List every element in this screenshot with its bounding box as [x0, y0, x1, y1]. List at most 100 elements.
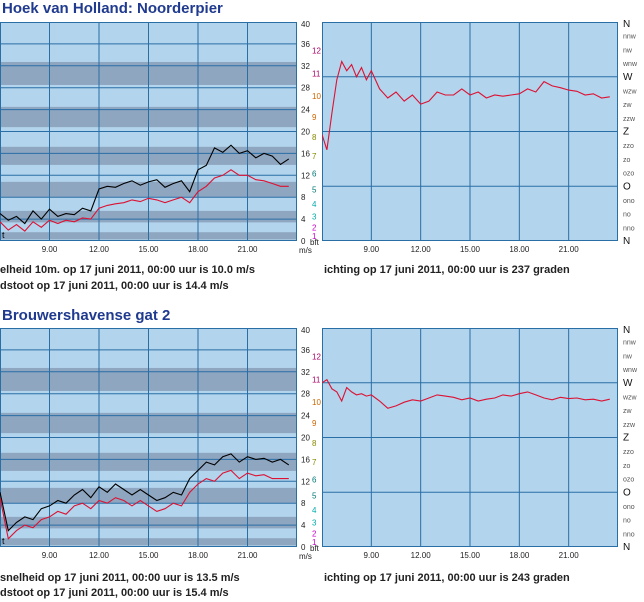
bft-tick-label: 6 [312, 169, 317, 178]
y-tick-label: zo [623, 157, 631, 164]
y-tick-label: 36 [301, 40, 310, 49]
plot-frame [322, 328, 618, 547]
y-tick-label: zw [623, 102, 633, 109]
y-tick-label: zzo [623, 143, 634, 150]
y-tick-label: 20 [301, 128, 310, 137]
station-title: Hoek van Holland: Noorderpier [2, 0, 223, 17]
y-tick-label: nnw [623, 340, 637, 347]
y-tick-label: 32 [301, 62, 310, 71]
x-tick-label: 21.00 [559, 551, 580, 560]
bft-tick-label: 1 [312, 538, 317, 547]
bft-tick-label: 3 [312, 213, 317, 222]
y-tick-label: 4 [301, 215, 306, 224]
bft-tick-label: 12 [312, 46, 321, 55]
bft-tick-label: 11 [312, 69, 321, 78]
bft-tick-label: 8 [312, 439, 317, 448]
unit-label: bft [310, 238, 320, 247]
y-tick-label: zw [623, 408, 633, 415]
gust-caption: dstoot op 17 juni 2011, 00:00 uur is 15.… [0, 587, 229, 599]
plot-frame [0, 22, 297, 241]
y-tick-label: 24 [301, 106, 310, 115]
y-tick-label: zzo [623, 449, 634, 456]
y-tick-label: 12 [301, 477, 310, 486]
direction-series-line [322, 60, 610, 150]
speed-series-line [0, 453, 290, 532]
direction-caption: ichting op 17 juni 2011, 00:00 uur is 23… [324, 264, 570, 276]
bft-tick-label: 5 [312, 186, 317, 195]
y-tick-label: 20 [301, 434, 310, 443]
gust-caption: dstoot op 17 juni 2011, 00:00 uur is 14.… [0, 280, 229, 292]
bft-tick-label: 8 [312, 133, 317, 142]
unit-label: bft [310, 544, 320, 553]
y-tick-label: zzw [623, 116, 636, 123]
y-tick-label: O [623, 181, 631, 192]
bft-tick-label: 11 [312, 375, 321, 384]
bft-tick-label: 10 [312, 398, 321, 407]
y-tick-label: 12 [301, 171, 310, 180]
y-tick-label: nno [623, 225, 635, 232]
y-tick-label: wzw [622, 394, 638, 401]
plot-frame [322, 22, 618, 241]
x-tick-label: 9.00 [42, 551, 58, 560]
y-tick-label: W [623, 378, 633, 389]
y-tick-label: 16 [301, 149, 310, 158]
speed-series-line [0, 144, 290, 225]
y-tick-label: 36 [301, 346, 310, 355]
y-tick-label: O [623, 487, 631, 498]
y-tick-label: 4 [301, 521, 306, 530]
y-tick-label: nnw [623, 34, 637, 41]
bft-tick-label: 7 [312, 152, 317, 161]
y-tick-label: no [623, 518, 631, 525]
bft-tick-label: 2 [312, 223, 317, 232]
bft-tick-label: 9 [312, 113, 317, 122]
x-tick-label: 12.00 [411, 551, 432, 560]
y-tick-label: 0 [301, 543, 306, 552]
station-title: Brouwershavense gat 2 [2, 307, 171, 324]
y-tick-label: 8 [301, 193, 306, 202]
x-tick-label: 18.00 [188, 551, 209, 560]
y-tick-label: 40 [301, 20, 310, 29]
speed-series-line [0, 469, 289, 540]
x-tick-label: 12.00 [89, 551, 110, 560]
y-tick-label: 24 [301, 412, 310, 421]
x-tick-label: 18.00 [509, 551, 530, 560]
speed-chart-1: 9.00 12.00 15.00 18.00 21.000481216202428323… [0, 20, 321, 255]
corner-label: t [2, 230, 5, 240]
y-tick-label: wnw [622, 367, 638, 374]
x-tick-label: 9.00 [42, 245, 58, 254]
y-tick-label: nno [623, 531, 635, 538]
plot-frame [0, 328, 297, 547]
x-tick-label: 15.00 [460, 245, 481, 254]
y-tick-label: 28 [301, 84, 310, 93]
speed-caption: snelheid op 17 juni 2011, 00:00 uur is 1… [0, 572, 240, 584]
x-tick-label: 15.00 [138, 245, 159, 254]
y-tick-label: 28 [301, 390, 310, 399]
direction-caption: ichting op 17 juni 2011, 00:00 uur is 24… [324, 572, 570, 584]
speed-series-line [0, 169, 289, 232]
y-tick-label: 16 [301, 455, 310, 464]
y-tick-label: nw [623, 353, 633, 360]
x-tick-label: 9.00 [364, 245, 380, 254]
y-tick-label: ono [623, 198, 635, 205]
x-tick-label: 9.00 [364, 551, 380, 560]
bft-tick-label: 6 [312, 475, 317, 484]
y-tick-label: 8 [301, 499, 306, 508]
x-tick-label: 21.00 [237, 245, 258, 254]
y-tick-label: N [623, 19, 630, 30]
speed-caption: elheid 10m. op 17 juni 2011, 00:00 uur i… [0, 264, 255, 276]
x-tick-label: 12.00 [411, 245, 432, 254]
y-tick-label: zo [623, 463, 631, 470]
x-tick-label: 12.00 [89, 245, 110, 254]
y-tick-label: Z [623, 433, 629, 444]
unit-label: m/s [299, 246, 312, 255]
y-tick-label: 0 [301, 237, 306, 246]
y-tick-label: ozo [623, 477, 634, 484]
x-tick-label: 18.00 [188, 245, 209, 254]
y-tick-label: Z [623, 127, 629, 138]
bft-tick-label: 4 [312, 506, 317, 515]
y-tick-label: ozo [623, 171, 634, 178]
y-tick-label: wzw [622, 88, 638, 95]
bft-tick-label: 10 [312, 92, 321, 101]
